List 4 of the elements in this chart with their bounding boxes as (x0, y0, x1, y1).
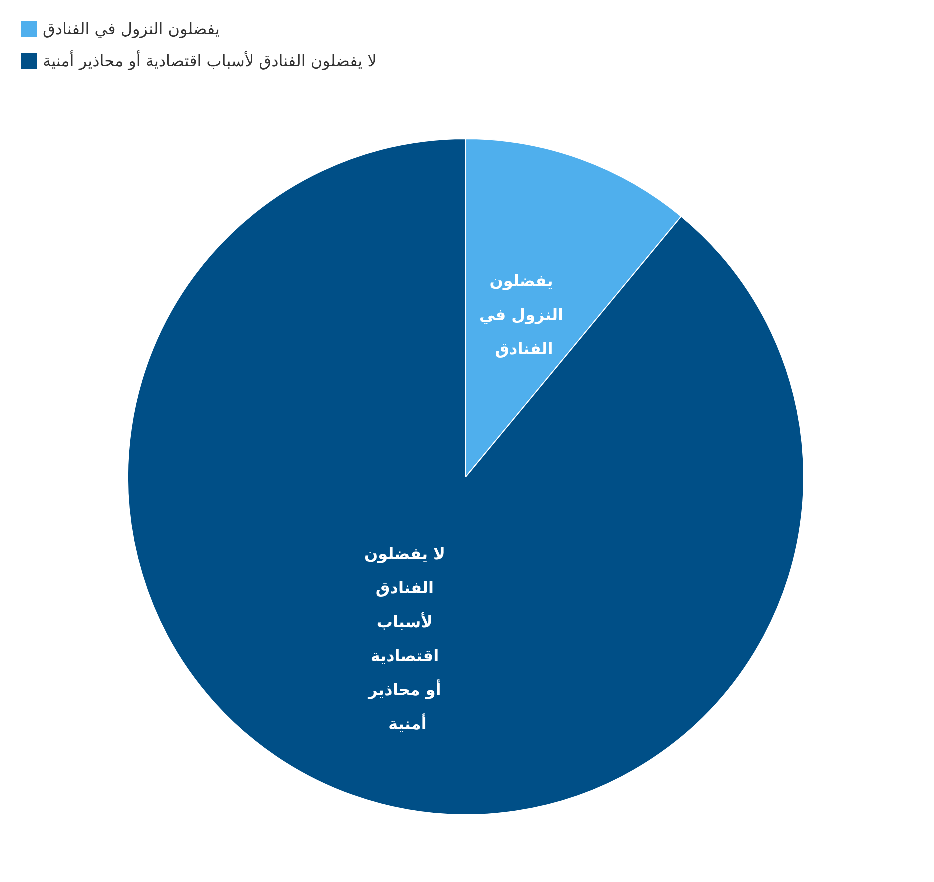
slice-label: لا يفضلون الفنادق لأسباب اقتصادية أو محاذير أمنية (364, 544, 452, 734)
slice-label: يفضلون النزول في الفنادق (479, 272, 570, 359)
legend-label: لا يفضلون الفنادق لأسباب اقتصادية أو محاذير أمنية (43, 50, 377, 70)
legend-label: يفضلون النزول في الفنادق (43, 20, 220, 38)
